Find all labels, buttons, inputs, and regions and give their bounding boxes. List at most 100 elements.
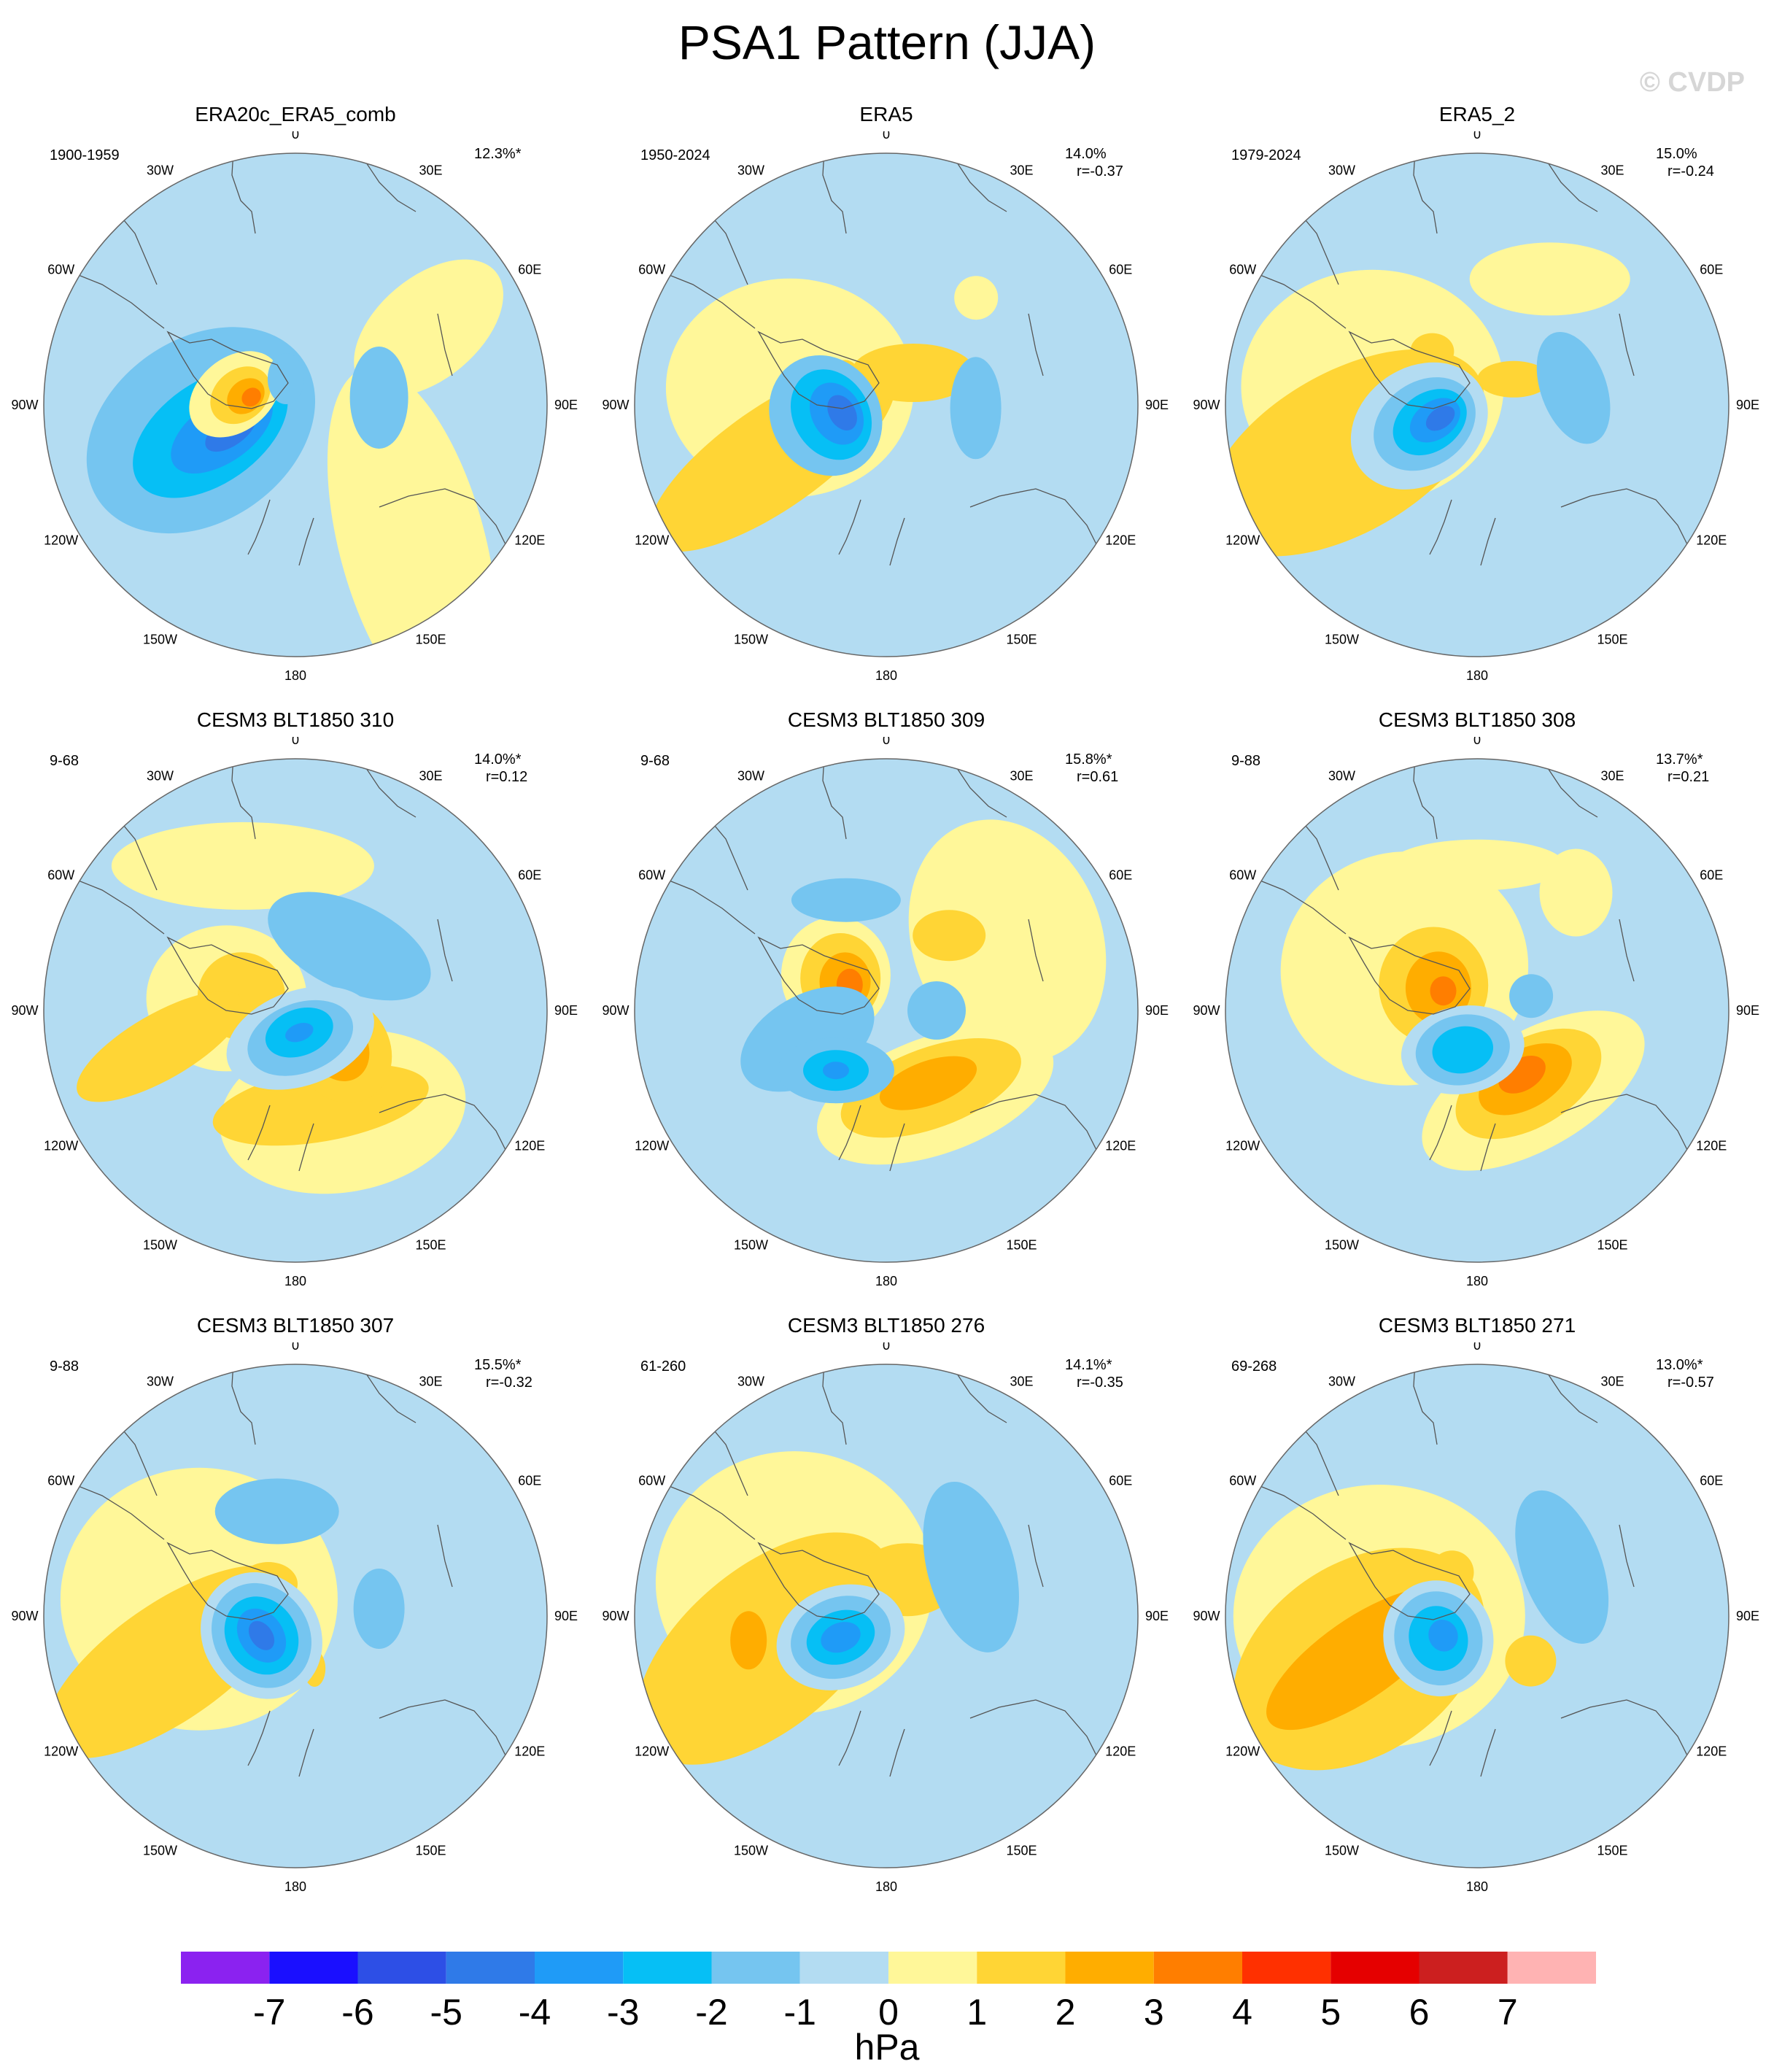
watermark: © CVDP (1639, 67, 1745, 98)
longitude-label: 60E (518, 263, 541, 277)
longitude-label: 150E (1597, 1843, 1627, 1858)
contour-region (1425, 406, 1455, 431)
colorbar-box (1507, 1952, 1596, 1984)
contour-region (907, 981, 966, 1040)
coastline (1429, 1105, 1452, 1161)
longitude-label: 60W (638, 868, 665, 883)
longitude-label: 30E (1600, 163, 1624, 178)
panel-correlation: r=0.21 (1668, 769, 1710, 785)
colorbar-units: hPa (854, 2027, 920, 2068)
coastline (822, 1364, 847, 1445)
panel-variance-percent: 15.5%* (474, 1357, 522, 1373)
longitude-label: 30W (737, 1375, 764, 1389)
contour-region (268, 892, 431, 1001)
longitude-label: 150W (1325, 1843, 1359, 1858)
colorbar-box (357, 1952, 446, 1984)
longitude-label: 60W (638, 263, 665, 277)
map-boundary (634, 1364, 1139, 1868)
panel-title: CESM3 BLT1850 310 (196, 708, 395, 731)
longitude-label: 90E (1145, 1609, 1169, 1623)
map-panel: ERA5_2 1979-2024 15.0% r=-0.24 0 30E 60E 90E 120… (1182, 102, 1773, 686)
coastline (1619, 1524, 1635, 1588)
contour-region (77, 991, 244, 1102)
coastline (437, 1524, 453, 1588)
coastline (1619, 313, 1635, 376)
coastline (1480, 1123, 1496, 1172)
longitude-label: 180 (1466, 1274, 1488, 1288)
longitude-label: 90W (1193, 398, 1220, 412)
coastline (1429, 499, 1452, 555)
panel-title: CESM3 BLT1850 309 (787, 708, 985, 731)
coastline (1028, 919, 1044, 982)
colorbar-box (977, 1952, 1066, 1984)
panel-variance-percent: 14.1%* (1065, 1357, 1112, 1373)
map-panel: CESM3 BLT1850 271 69-268 13.0%* r=-0.57 0 30E… (1182, 1313, 1773, 1897)
longitude-label: 30E (1010, 769, 1033, 784)
panel-correlation: r=-0.32 (486, 1375, 532, 1391)
anomaly-field (44, 1364, 547, 1868)
contour-region (1410, 333, 1455, 370)
coastline (1348, 330, 1471, 409)
map-boundary (43, 1364, 548, 1868)
panel-period: 1979-2024 (1231, 147, 1301, 163)
coastline (1619, 919, 1635, 982)
longitude-label: 120E (1696, 1139, 1727, 1153)
longitude-label: 150W (1325, 632, 1359, 646)
contour-region (827, 395, 857, 430)
longitude-label: 120W (1225, 1139, 1260, 1153)
longitude-label: 30W (147, 163, 174, 178)
longitude-label: 150E (1006, 1843, 1037, 1858)
contour-region (349, 347, 408, 449)
coastline (231, 153, 256, 234)
longitude-label: 120W (44, 1139, 78, 1153)
longitude-label: 60W (1229, 263, 1256, 277)
anomaly-field (1225, 153, 1729, 657)
colorbar-tick-label: 3 (1144, 1992, 1164, 2028)
longitude-label: 90E (554, 1609, 578, 1623)
panel-title: CESM3 BLT1850 276 (787, 1314, 985, 1337)
longitude-label: 90E (1145, 398, 1169, 412)
longitude-label: 90W (11, 1003, 38, 1018)
longitude-label: 120W (44, 533, 78, 548)
coastline (379, 488, 511, 555)
longitude-label: 180 (1466, 1879, 1488, 1894)
colorbar-tick-label: -1 (784, 1992, 816, 2028)
coastline (1480, 517, 1496, 566)
polar-map: 0 30E 60E 90E 120E 150E 180 150W 120W 90W 60W 30W (11, 131, 578, 683)
map-boundary (43, 758, 548, 1263)
coastline (364, 160, 417, 212)
longitude-label: 150W (1325, 1237, 1359, 1252)
anomaly-field (635, 1364, 1138, 1868)
longitude-label: 30E (1600, 769, 1624, 784)
longitude-label: 180 (875, 1879, 897, 1894)
longitude-label: 150E (415, 1237, 446, 1252)
contour-region (1469, 242, 1630, 316)
coastline (1560, 488, 1693, 555)
colorbar-box (711, 1952, 800, 1984)
colorbar-tick-label: -3 (607, 1992, 639, 2028)
coastline (364, 1371, 417, 1423)
longitude-label: 30E (419, 769, 442, 784)
map-panel: CESM3 BLT1850 307 9-88 15.5%* r=-0.32 0 30E 60… (0, 1313, 591, 1897)
coastline (379, 1699, 511, 1766)
colorbar: -7 -6 -5 -4 -3 -2 -1 0 1 2 3 4 5 6 7 (181, 1952, 1596, 2028)
longitude-label: 0 (292, 1342, 299, 1353)
polar-map: 0 30E 60E 90E 120E 150E 180 150W 120W 90W 60W 30W (11, 1342, 578, 1894)
panel-correlation: r=-0.57 (1668, 1375, 1714, 1391)
longitude-label: 120W (635, 533, 669, 548)
longitude-label: 150W (734, 632, 768, 646)
colorbar-box (1242, 1952, 1331, 1984)
panel-variance-percent: 15.0% (1656, 146, 1697, 162)
coastline (969, 1699, 1102, 1766)
panel-variance-percent: 14.0% (1065, 146, 1107, 162)
longitude-label: 90W (11, 1609, 38, 1623)
colorbar-tick-label: 7 (1498, 1992, 1518, 2028)
coastline (1560, 1094, 1693, 1161)
contour-region (821, 1622, 861, 1653)
colorbar-tick-label: -7 (253, 1992, 285, 2028)
longitude-label: 90W (602, 1003, 629, 1018)
colorbar-tick-label: -6 (341, 1992, 373, 2028)
coastline (838, 1105, 861, 1161)
longitude-label: 120E (1105, 1139, 1136, 1153)
contour-region (1428, 1620, 1458, 1652)
